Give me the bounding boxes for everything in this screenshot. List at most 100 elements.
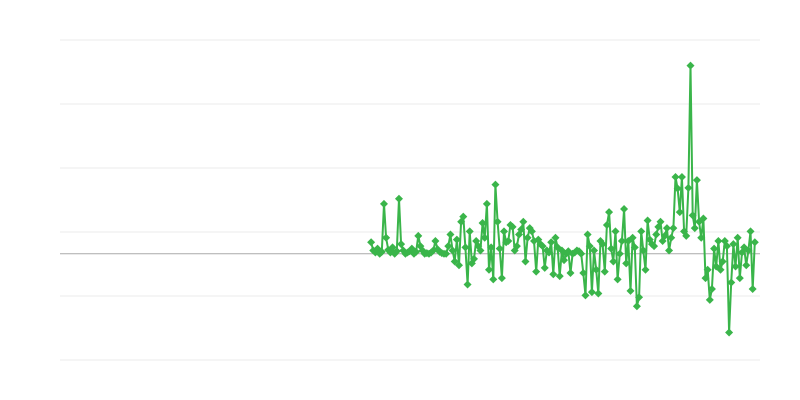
data-point <box>465 227 474 236</box>
data-point <box>480 233 489 242</box>
data-point <box>444 242 453 251</box>
data-point <box>611 227 620 236</box>
data-point <box>641 265 650 274</box>
data-point <box>630 243 639 252</box>
data-point <box>532 267 541 276</box>
data-point <box>628 233 637 242</box>
data-point <box>639 246 648 255</box>
data-point <box>377 247 386 256</box>
data-point <box>592 265 601 274</box>
data-point <box>686 61 695 70</box>
gridlines <box>60 39 760 361</box>
data-point <box>652 230 661 239</box>
data-point <box>675 208 684 217</box>
data-point <box>517 225 526 234</box>
data-point <box>594 289 603 298</box>
data-point <box>692 176 701 185</box>
data-point <box>587 288 596 297</box>
data-point <box>671 172 680 181</box>
data-point <box>538 242 547 251</box>
data-point <box>609 257 618 266</box>
data-point <box>463 280 472 289</box>
data-point <box>459 212 468 221</box>
data-point <box>750 238 759 247</box>
data-point <box>508 222 517 231</box>
data-point <box>379 199 388 208</box>
data-point <box>735 274 744 283</box>
data-point <box>620 204 629 213</box>
data-point <box>615 249 624 258</box>
series-markers <box>367 61 759 337</box>
data-point <box>382 233 391 242</box>
data-point <box>577 249 586 258</box>
data-point <box>442 249 451 258</box>
data-point <box>540 263 549 272</box>
data-point <box>637 227 646 236</box>
data-point <box>367 238 376 247</box>
data-point <box>549 270 558 279</box>
data-point <box>461 243 470 252</box>
data-point <box>746 227 755 236</box>
data-point <box>450 257 459 266</box>
data-point <box>470 254 479 263</box>
data-point <box>491 180 500 189</box>
data-point <box>716 265 725 274</box>
data-point <box>504 236 513 245</box>
data-point <box>731 262 740 271</box>
data-point <box>412 247 421 256</box>
data-point <box>527 227 536 236</box>
data-point <box>632 302 641 311</box>
data-point <box>742 261 751 270</box>
data-point <box>489 275 498 284</box>
data-point <box>452 235 461 244</box>
data-point <box>701 274 710 283</box>
data-point <box>560 256 569 265</box>
data-point <box>714 236 723 245</box>
data-point <box>454 261 463 270</box>
data-point <box>523 233 532 242</box>
data-point <box>397 240 406 249</box>
data-point <box>485 265 494 274</box>
series-line <box>370 64 756 334</box>
data-point <box>725 328 734 337</box>
data-point <box>622 259 631 268</box>
data-point <box>656 217 665 226</box>
data-point <box>521 257 530 266</box>
data-point <box>617 236 626 245</box>
data-point <box>744 246 753 255</box>
data-point <box>660 231 669 240</box>
data-point <box>705 295 714 304</box>
data-point <box>667 233 676 242</box>
data-point <box>707 284 716 293</box>
data-point <box>478 219 487 228</box>
data-point <box>662 224 671 233</box>
data-point <box>605 208 614 217</box>
data-point <box>607 244 616 253</box>
data-point <box>600 267 609 276</box>
data-point <box>394 194 403 203</box>
data-point <box>583 230 592 239</box>
data-point <box>665 246 674 255</box>
data-point <box>729 240 738 249</box>
data-point <box>650 242 659 251</box>
data-point <box>669 224 678 233</box>
data-point <box>688 211 697 220</box>
data-point <box>635 293 644 302</box>
data-point <box>690 224 699 233</box>
data-point <box>718 257 727 266</box>
data-point <box>673 184 682 193</box>
data-point <box>722 242 731 251</box>
data-point <box>482 199 491 208</box>
data-point <box>388 243 397 252</box>
data-point <box>684 183 693 192</box>
data-point <box>545 248 554 257</box>
data-point <box>590 246 599 255</box>
data-point <box>581 291 590 300</box>
data-point <box>643 216 652 225</box>
data-point <box>677 172 686 181</box>
data-point <box>703 265 712 274</box>
data-point <box>551 233 560 242</box>
data-point <box>512 242 521 251</box>
data-point <box>613 275 622 284</box>
